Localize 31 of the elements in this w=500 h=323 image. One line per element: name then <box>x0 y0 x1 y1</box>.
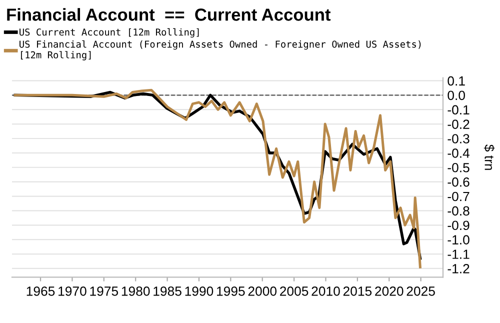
y-tick-label: -0.3 <box>448 134 470 144</box>
y-tick-label: -0.5 <box>448 162 470 172</box>
y-tick-label: -1.2 <box>448 264 470 274</box>
x-tick-label: 1985 <box>154 286 182 296</box>
y-tick-label: -0.8 <box>448 206 470 216</box>
y-axis-title: $ trn <box>484 144 495 170</box>
y-tick-label: -0.9 <box>448 220 470 230</box>
y-tick-label: -1.0 <box>448 235 470 244</box>
y-tick-label: -0.7 <box>448 192 470 202</box>
x-tick-label: 1980 <box>122 286 150 296</box>
x-tick-label: 2015 <box>343 286 372 296</box>
x-tick-label: 1965 <box>26 286 55 296</box>
x-tick-label: 2025 <box>406 286 435 296</box>
x-tick-label: 2000 <box>248 286 277 296</box>
x-tick-label: 1990 <box>185 286 214 296</box>
y-tick-label: 0.0 <box>448 90 465 100</box>
y-tick-label: -0.4 <box>448 148 470 158</box>
legend-label: US Current Account [12m Rolling] <box>20 28 199 38</box>
x-tick-label: 1970 <box>58 286 86 296</box>
y-tick-label: -0.2 <box>448 120 470 129</box>
y-tick-label: -0.6 <box>448 177 470 187</box>
y-tick-label: -0.1 <box>448 105 470 115</box>
legend-label: US Financial Account (Foreign Assets Owned - Foreigner Owned US Assets) [12m Rolling] <box>20 40 421 60</box>
x-tick-label: 1995 <box>217 286 245 296</box>
x-tick-label: 2020 <box>375 286 404 296</box>
y-tick-label: 0.1 <box>448 76 465 86</box>
x-tick-label: 1975 <box>90 286 118 296</box>
x-tick-label: 2010 <box>312 286 340 296</box>
chart-title: Financial Account == Current Account <box>7 8 331 21</box>
y-tick-label: -1.1 <box>448 250 470 259</box>
x-tick-label: 2005 <box>280 286 308 296</box>
